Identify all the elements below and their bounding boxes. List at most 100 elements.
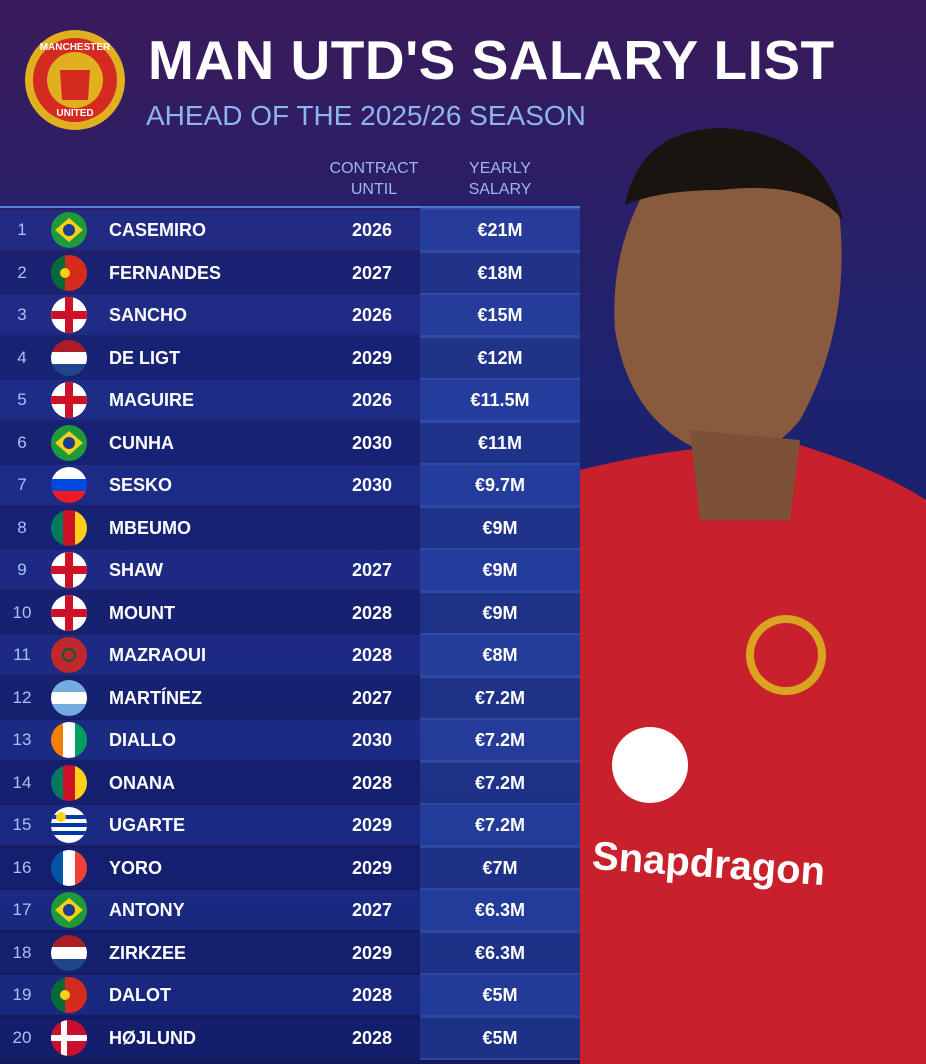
- player-name: YORO: [109, 857, 163, 878]
- rank: 6: [17, 432, 27, 452]
- column-header: YEARLY SALARY: [468, 160, 532, 198]
- player-name: MBEUMO: [109, 517, 191, 538]
- contract-year: 2026: [351, 305, 393, 325]
- player-name: CASEMIRO: [109, 220, 207, 240]
- contract-year: 2028: [351, 985, 393, 1005]
- contract-year: 2027: [351, 900, 393, 920]
- player-shirt: [580, 444, 926, 1064]
- player-name: SESKO: [109, 475, 173, 495]
- table-row: 2 FERNANDES 2027 €18M: [0, 252, 580, 293]
- player-name: MAZRAOUI: [109, 645, 206, 665]
- table-row: 7 SESKO 2030 €9.7M: [0, 465, 580, 505]
- table-row: 3 SANCHO 2026 €15M: [0, 295, 580, 335]
- salary: €7M: [482, 857, 518, 878]
- flag-icon: [51, 850, 87, 886]
- logo-text: MANCHESTER: [39, 42, 111, 53]
- rank: 11: [13, 645, 31, 664]
- flag-icon: [51, 552, 87, 588]
- contract-year: 2027: [351, 560, 393, 580]
- contract-year: 2028: [351, 772, 393, 793]
- club-logo-shield: [60, 70, 90, 100]
- flag-icon: [51, 340, 87, 376]
- subtitle: AHEAD OF THE 2025/26 SEASON: [146, 100, 586, 131]
- contract-year: 2028: [351, 602, 393, 623]
- player-name: CUNHA: [109, 432, 174, 453]
- rank: 7: [17, 475, 27, 494]
- player-name: SANCHO: [109, 305, 188, 325]
- contract-year: 2026: [351, 390, 393, 410]
- salary: €7.2M: [474, 730, 526, 750]
- salary: €9M: [482, 517, 518, 538]
- rank: 16: [12, 857, 32, 877]
- salary: €11M: [477, 432, 523, 453]
- player-name: UGARTE: [109, 815, 185, 835]
- salary: €15M: [477, 305, 523, 325]
- rank: 9: [17, 560, 27, 579]
- flag-icon: [51, 297, 87, 333]
- player-neck: [690, 430, 800, 520]
- salary: €6.3M: [474, 900, 526, 920]
- table-row: 9 SHAW 2027 €9M: [0, 550, 580, 590]
- player-name: ONANA: [109, 772, 175, 793]
- rank: 5: [17, 390, 27, 409]
- salary: €18M: [477, 262, 523, 283]
- rank: 17: [12, 900, 32, 919]
- salary: €8M: [482, 645, 518, 665]
- column-header: CONTRACT UNTIL: [329, 160, 419, 198]
- rank: 12: [12, 687, 32, 707]
- flag-icon: [51, 255, 87, 291]
- salary: €7.2M: [474, 815, 526, 835]
- table-row: 8 MBEUMO €9M: [0, 507, 580, 548]
- flag-icon: [51, 680, 87, 716]
- contract-year: 2029: [351, 815, 393, 835]
- sponsor-logo: [612, 727, 688, 803]
- rank: 19: [12, 985, 32, 1004]
- flag-icon: [51, 425, 87, 461]
- contract-year: 2027: [351, 687, 393, 708]
- flag-icon: [51, 892, 87, 928]
- salary: €9M: [482, 560, 518, 580]
- salary: €9.7M: [474, 475, 526, 495]
- contract-year: 2028: [351, 1027, 393, 1048]
- table-row: 18 ZIRKZEE 2029 €6.3M: [0, 932, 580, 973]
- salary: €9M: [482, 602, 518, 623]
- table-row: 15 UGARTE 2029 €7.2M: [0, 805, 580, 845]
- contract-year: 2030: [351, 432, 393, 453]
- player-name: MARTÍNEZ: [109, 687, 202, 708]
- flag-icon: [51, 1020, 87, 1056]
- contract-year: 2030: [351, 475, 393, 495]
- salary: €7.2M: [474, 687, 526, 708]
- flag-icon: [51, 637, 87, 673]
- table-row: 4 DE LIGT 2029 €12M: [0, 337, 580, 378]
- table-row: 13 DIALLO 2030 €7.2M: [0, 720, 580, 760]
- table-row: 1 CASEMIRO 2026 €21M: [0, 210, 580, 250]
- logo-text: UNITED: [56, 108, 94, 119]
- rank: 10: [12, 602, 32, 622]
- rank: 3: [17, 305, 27, 324]
- salary: €21M: [477, 220, 523, 240]
- contract-year: 2029: [351, 942, 393, 963]
- player-name: MAGUIRE: [109, 390, 194, 410]
- player-name: ANTONY: [109, 900, 185, 920]
- rank: 20: [12, 1027, 32, 1047]
- player-name: DIALLO: [109, 730, 176, 750]
- flag-icon: [51, 935, 87, 971]
- table-row: 5 MAGUIRE 2026 €11.5M: [0, 380, 580, 420]
- player-name: DALOT: [109, 985, 171, 1005]
- salary: €5M: [482, 1027, 518, 1048]
- flag-icon: [51, 510, 87, 546]
- contract-year: 2028: [351, 645, 393, 665]
- table-row: 16 YORO 2029 €7M: [0, 847, 580, 888]
- table-row: 6 CUNHA 2030 €11M: [0, 422, 580, 463]
- salary: €6.3M: [474, 942, 526, 963]
- contract-year: 2029: [351, 857, 393, 878]
- table-row: 20 HØJLUND 2028 €5M: [0, 1017, 580, 1058]
- player-name: ZIRKZEE: [109, 942, 187, 963]
- player-name: FERNANDES: [109, 262, 222, 283]
- shirt-crest-inner: [754, 623, 818, 687]
- contract-year: 2026: [351, 220, 393, 240]
- flag-icon: [51, 382, 87, 418]
- salary: €12M: [477, 347, 523, 368]
- title: MAN UTD'S SALARY LIST: [148, 29, 835, 91]
- salary: €7.2M: [474, 772, 526, 793]
